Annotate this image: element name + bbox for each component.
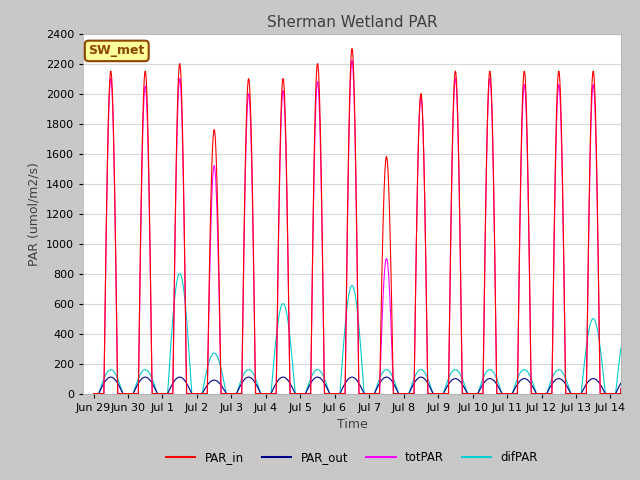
Y-axis label: PAR (umol/m2/s): PAR (umol/m2/s) [28, 162, 40, 265]
Title: Sherman Wetland PAR: Sherman Wetland PAR [267, 15, 437, 30]
X-axis label: Time: Time [337, 418, 367, 431]
Legend: PAR_in, PAR_out, totPAR, difPAR: PAR_in, PAR_out, totPAR, difPAR [161, 446, 543, 469]
Text: SW_met: SW_met [88, 44, 145, 58]
